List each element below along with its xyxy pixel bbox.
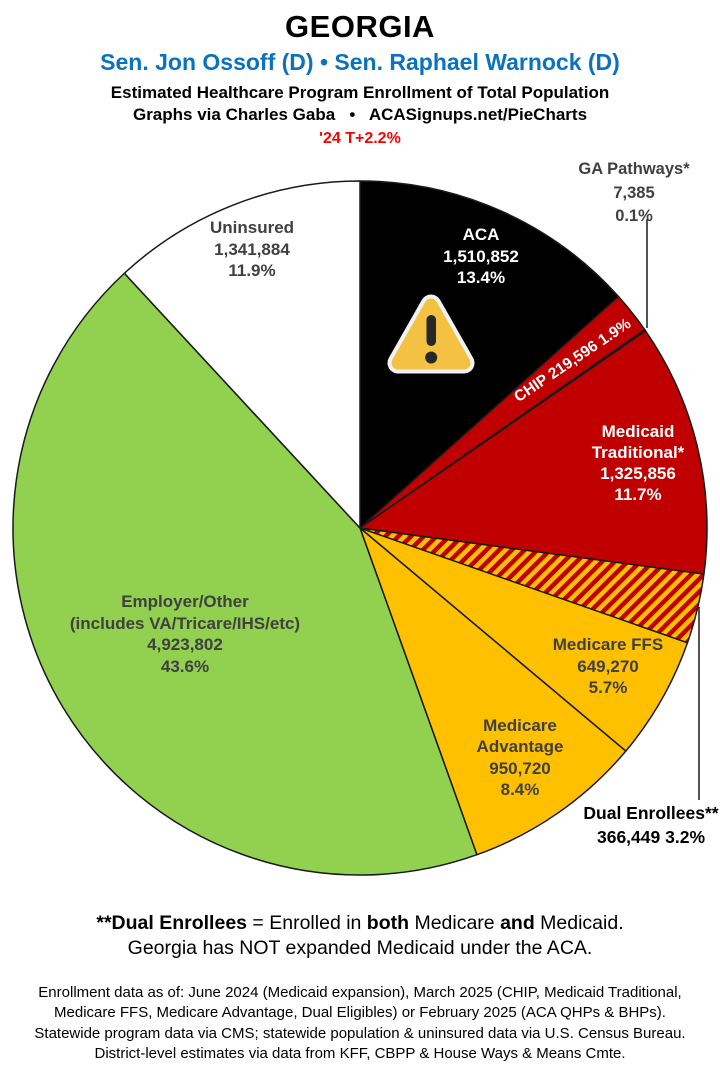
medicaid-traditional-label: Medicaid Traditional* 1,325,856 11.7% xyxy=(591,422,685,504)
medicare-advantage-label: Medicare Advantage 950,720 8.4% xyxy=(476,716,564,799)
pie-slice-employer-other xyxy=(12,272,478,876)
attribution-line: Graphs via Charles Gaba • ACASignups.net… xyxy=(132,105,588,124)
page-title: GEORGIA xyxy=(285,9,435,44)
pie-slice-medicaid-traditional xyxy=(359,330,708,575)
chart-subtitle: Estimated Healthcare Program Enrollment … xyxy=(110,83,610,102)
pie-slice-medicare-advantage xyxy=(359,527,627,856)
data-sources-note: Enrollment data as of: June 2024 (Medica… xyxy=(34,984,686,1063)
pie-slices-group xyxy=(12,180,708,876)
enrollment-pie-chart xyxy=(12,180,708,876)
aca-label: ACA 1,510,852 13.4% xyxy=(443,225,519,287)
pie-slice-medicare-ffs xyxy=(359,527,689,752)
uninsured-label: Uninsured 1,341,884 11.9% xyxy=(209,218,295,280)
pie-slice-aca xyxy=(359,180,620,529)
trend-badge: '24 T+2.2% xyxy=(319,130,401,147)
senators-line: Sen. Jon Ossoff (D) • Sen. Raphael Warno… xyxy=(100,49,620,75)
dual-enrollees-note-line1: **Dual Enrollees = Enrolled in both Medi… xyxy=(96,912,624,934)
dual-enrollees-label: Dual Enrollees** 366,449 3.2% xyxy=(583,803,719,847)
medicare-ffs-label: Medicare FFS 649,270 5.7% xyxy=(552,635,664,697)
pie-slice-uninsured xyxy=(123,180,361,529)
dual-enrollees-note: **Dual Enrollees = Enrolled in both Medi… xyxy=(0,911,720,960)
medicaid-expansion-note: Georgia has NOT expanded Medicaid under … xyxy=(127,936,593,959)
warning-icon xyxy=(387,294,475,374)
ga-pathways-label: GA Pathways* 7,385 0.1% xyxy=(578,160,690,225)
employer-other-label: Employer/Other (includes VA/Tricare/IHS/… xyxy=(69,592,301,676)
